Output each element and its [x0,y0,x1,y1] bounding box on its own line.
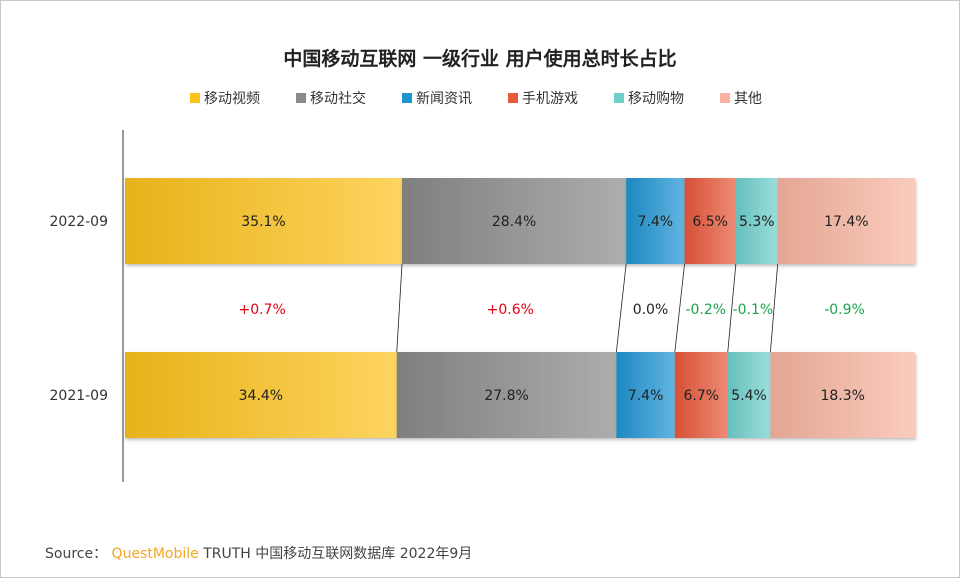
bar-segment [396,352,617,438]
connector-line [727,263,737,353]
legend-label: 其他 [734,91,762,107]
data-label: 7.4% [628,388,664,404]
delta-label: +0.6% [487,302,534,318]
legend-label: 移动社交 [310,91,366,107]
legend: 移动视频 移动社交 新闻资讯 手机游戏 移动购物 其他 [190,88,798,108]
data-label: 34.4% [239,388,283,404]
legend-swatch [190,93,200,103]
source-text: TRUTH 中国移动互联网数据库 2022年9月 [203,546,473,562]
data-label: 7.4% [638,214,674,230]
bar-segment [125,352,397,438]
legend-label: 移动购物 [628,91,684,107]
delta-label: -0.9% [824,302,865,318]
bar-segment [402,178,627,264]
bar-segment [684,178,736,264]
bar-segment [616,352,675,438]
chart-title: 中国移动互联网 一级行业 用户使用总时长占比 [283,48,677,70]
connector-line [396,263,403,353]
legend-swatch [614,93,624,103]
category-label: 2022-09 [50,214,109,230]
legend-label: 手机游戏 [522,91,578,107]
delta-label: -0.1% [733,302,774,318]
legend-swatch [720,93,730,103]
delta-label: -0.2% [685,302,726,318]
data-label: 28.4% [492,214,536,230]
legend-item: 新闻资讯 [402,88,472,108]
source-label: Source： [45,546,108,562]
legend-label: 新闻资讯 [416,91,472,107]
legend-item: 手机游戏 [508,88,578,108]
legend-item: 移动购物 [614,88,684,108]
legend-item: 其他 [720,88,762,108]
legend-item: 移动视频 [190,88,260,108]
delta-label: 0.0% [633,302,669,318]
delta-label: +0.7% [239,302,286,318]
data-label: 6.7% [684,388,720,404]
bar-segment [674,352,728,438]
legend-swatch [508,93,518,103]
legend-swatch [402,93,412,103]
category-label: 2021-09 [50,388,109,404]
connector-line [770,263,779,353]
bar-segment [727,352,771,438]
bar-segment [777,178,915,264]
data-label: 6.5% [692,214,728,230]
data-label: 5.4% [731,388,767,404]
legend-label: 移动视频 [204,91,260,107]
legend-item: 移动社交 [296,88,366,108]
bar-segment [125,178,403,264]
connector-line [615,263,627,353]
bar-segment [770,352,915,438]
data-label: 5.3% [739,214,775,230]
connector-line [674,263,685,353]
bar-segment [735,178,778,264]
questmobile-brand: QuestMobile [111,546,199,562]
data-label: 35.1% [241,214,285,230]
source-note: Source： QuestMobile TRUTH 中国移动互联网数据库 202… [45,543,472,563]
data-label: 17.4% [824,214,868,230]
legend-swatch [296,93,306,103]
bar-segment [626,178,685,264]
data-label: 27.8% [484,388,528,404]
data-label: 18.3% [820,388,864,404]
